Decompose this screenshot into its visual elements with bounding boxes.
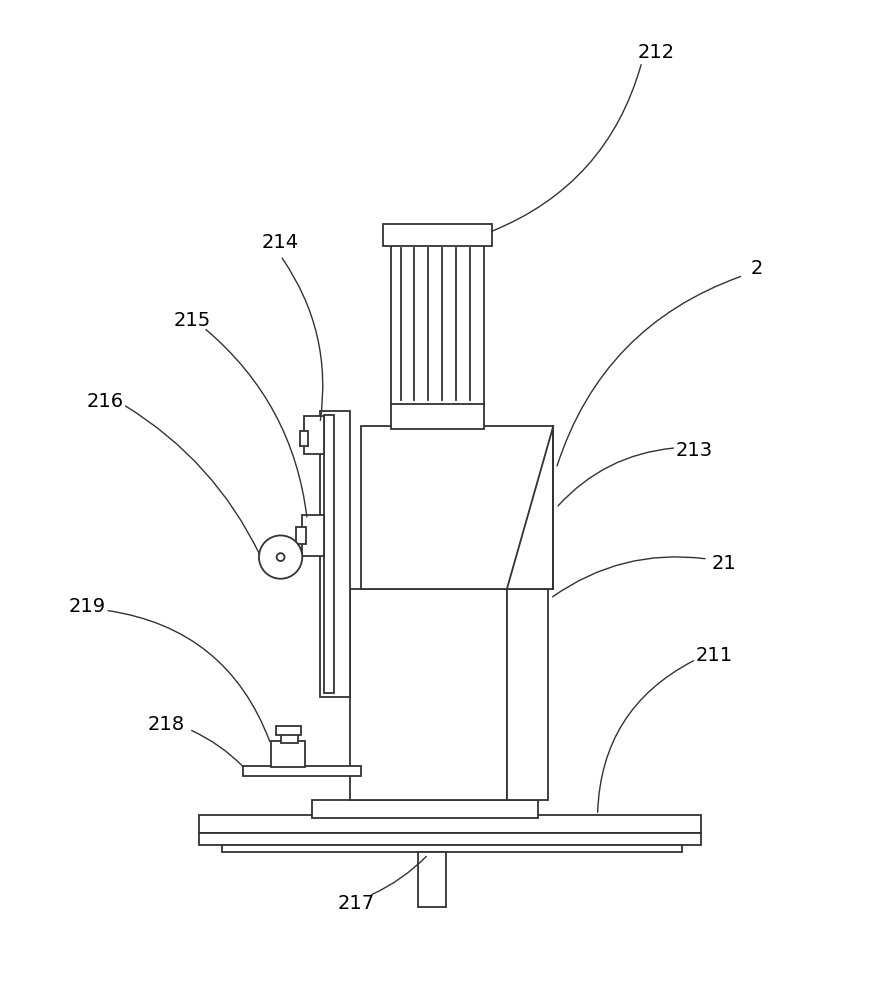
Bar [305, 416, 324, 454]
Bar [418, 852, 446, 907]
Bar [199, 833, 701, 845]
Text: 213: 213 [676, 441, 712, 460]
Bar [320, 411, 350, 697]
Text: 211: 211 [695, 646, 733, 665]
Bar [312, 800, 538, 818]
Bar [281, 733, 298, 743]
Bar [297, 527, 306, 544]
Bar [391, 402, 484, 429]
Text: 215: 215 [173, 311, 210, 330]
Text: 216: 216 [87, 392, 124, 411]
Bar [271, 741, 305, 767]
Bar [383, 224, 492, 246]
Text: 214: 214 [262, 233, 299, 252]
Text: 2: 2 [751, 259, 763, 278]
Bar [300, 431, 308, 446]
Bar [221, 845, 682, 852]
Bar [199, 815, 701, 833]
Text: 218: 218 [147, 715, 185, 734]
Bar [350, 589, 507, 800]
Text: 219: 219 [69, 597, 107, 616]
Bar [507, 589, 549, 800]
Bar [361, 426, 553, 589]
Bar [275, 726, 301, 735]
Circle shape [277, 553, 284, 561]
Bar [324, 415, 334, 693]
Bar [302, 515, 324, 556]
Bar [243, 766, 361, 776]
Circle shape [259, 535, 302, 579]
Text: 212: 212 [638, 43, 675, 62]
Text: 217: 217 [337, 894, 375, 913]
Bar [391, 244, 484, 404]
Text: 21: 21 [711, 554, 736, 573]
